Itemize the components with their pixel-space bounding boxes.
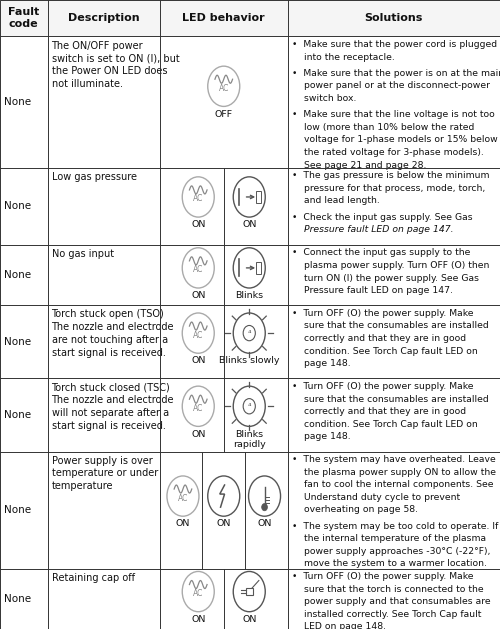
Text: ON: ON — [191, 357, 206, 365]
Text: the plasma power supply ON to allow the: the plasma power supply ON to allow the — [292, 468, 496, 477]
Text: Fault
code: Fault code — [8, 8, 40, 29]
Text: None: None — [4, 201, 31, 211]
Text: AC: AC — [218, 84, 229, 93]
Text: low (more than 10% below the rated: low (more than 10% below the rated — [292, 123, 474, 132]
Bar — [256, 262, 261, 274]
Text: condition. See Torch Cap fault LED on: condition. See Torch Cap fault LED on — [292, 420, 477, 429]
Text: ON: ON — [242, 220, 256, 229]
Text: None: None — [4, 410, 31, 420]
Text: Low gas pressure: Low gas pressure — [52, 172, 136, 182]
Text: None: None — [4, 97, 31, 107]
Text: ON: ON — [258, 520, 272, 528]
Text: AC: AC — [178, 494, 188, 503]
Text: •  The gas pressure is below the minimum: • The gas pressure is below the minimum — [292, 171, 489, 180]
Text: ON: ON — [191, 291, 206, 300]
Text: Retaining cap off: Retaining cap off — [52, 572, 134, 582]
Text: into the receptacle.: into the receptacle. — [292, 53, 394, 62]
Text: fan to cool the internal components. See: fan to cool the internal components. See — [292, 481, 493, 489]
Text: •  The system may have overheated. Leave: • The system may have overheated. Leave — [292, 455, 495, 464]
Text: page 148.: page 148. — [292, 359, 350, 368]
Text: Power supply is over
temperature or under
temperature: Power supply is over temperature or unde… — [52, 455, 158, 491]
Text: •  Check the input gas supply. See Gas: • Check the input gas supply. See Gas — [292, 213, 472, 221]
Text: •  Make sure that the line voltage is not too: • Make sure that the line voltage is not… — [292, 110, 494, 120]
Text: •  Make sure that the power is on at the main: • Make sure that the power is on at the … — [292, 69, 500, 78]
Text: power supply and that consumables are: power supply and that consumables are — [292, 598, 490, 606]
Text: Blinks
rapidly: Blinks rapidly — [233, 430, 266, 449]
Text: and lead length.: and lead length. — [292, 196, 380, 205]
Text: ON: ON — [242, 615, 256, 624]
Text: switch box.: switch box. — [292, 94, 356, 103]
Text: LED behavior: LED behavior — [182, 13, 265, 23]
Text: power panel or at the disconnect-power: power panel or at the disconnect-power — [292, 82, 490, 91]
Text: None: None — [4, 594, 31, 604]
Text: AC: AC — [193, 589, 203, 598]
Bar — [256, 191, 261, 203]
Text: No gas input: No gas input — [52, 249, 114, 259]
Text: Torch stuck open (TSO)
The nozzle and electrode
are not touching after a
start s: Torch stuck open (TSO) The nozzle and el… — [52, 309, 174, 358]
Text: •  Turn OFF (O) the power supply. Make: • Turn OFF (O) the power supply. Make — [292, 382, 473, 391]
Text: ON: ON — [216, 520, 231, 528]
Text: ⁴: ⁴ — [248, 328, 251, 338]
Text: plasma power supply. Turn OFF (O) then: plasma power supply. Turn OFF (O) then — [292, 261, 489, 270]
Text: Solutions: Solutions — [364, 13, 423, 23]
Text: correctly and that they are in good: correctly and that they are in good — [292, 334, 466, 343]
Text: power supply approaches -30°C (-22°F),: power supply approaches -30°C (-22°F), — [292, 547, 490, 556]
Text: •  Turn OFF (O) the power supply. Make: • Turn OFF (O) the power supply. Make — [292, 572, 473, 581]
Text: the internal temperature of the plasma: the internal temperature of the plasma — [292, 534, 486, 543]
Text: page 148.: page 148. — [292, 432, 350, 441]
Text: sure that the torch is connected to the: sure that the torch is connected to the — [292, 585, 483, 594]
Text: The ON/OFF power
switch is set to ON (I), but
the Power ON LED does
not illumina: The ON/OFF power switch is set to ON (I)… — [52, 40, 179, 89]
Text: installed correctly. See Torch Cap fault: installed correctly. See Torch Cap fault — [292, 610, 481, 619]
Text: None: None — [4, 270, 31, 280]
Text: •  The system may be too cold to operate. If: • The system may be too cold to operate.… — [292, 521, 498, 531]
Text: pressure for that process, mode, torch,: pressure for that process, mode, torch, — [292, 184, 485, 192]
Text: AC: AC — [193, 194, 203, 203]
Text: correctly and that they are in good: correctly and that they are in good — [292, 407, 466, 416]
Text: None: None — [4, 337, 31, 347]
Text: move the system to a warmer location.: move the system to a warmer location. — [292, 559, 486, 569]
Text: Understand duty cycle to prevent: Understand duty cycle to prevent — [292, 493, 460, 502]
Text: •  Turn OFF (O) the power supply. Make: • Turn OFF (O) the power supply. Make — [292, 309, 473, 318]
Text: See page 21 and page 28.: See page 21 and page 28. — [292, 160, 426, 170]
Text: voltage for 1-phase models or 15% below: voltage for 1-phase models or 15% below — [292, 135, 497, 145]
Bar — [0, 0, 500, 36]
Text: AC: AC — [193, 404, 203, 413]
Bar — [246, 588, 253, 595]
Text: Blinks slowly: Blinks slowly — [219, 357, 280, 365]
Text: ⁴: ⁴ — [248, 402, 251, 411]
Text: Description: Description — [68, 13, 140, 23]
Text: turn ON (I) the power supply. See Gas: turn ON (I) the power supply. See Gas — [292, 274, 478, 282]
Text: sure that the consumables are installed: sure that the consumables are installed — [292, 394, 488, 404]
Text: the rated voltage for 3-phase models).: the rated voltage for 3-phase models). — [292, 148, 483, 157]
Text: overheating on page 58.: overheating on page 58. — [292, 505, 418, 515]
Text: Pressure fault LED on page 147.: Pressure fault LED on page 147. — [292, 286, 452, 295]
Text: •  Connect the input gas supply to the: • Connect the input gas supply to the — [292, 248, 470, 257]
Text: •  Make sure that the power cord is plugged: • Make sure that the power cord is plugg… — [292, 40, 496, 49]
Text: None: None — [4, 505, 31, 515]
Text: ON: ON — [176, 520, 190, 528]
Text: AC: AC — [193, 331, 203, 340]
Text: condition. See Torch Cap fault LED on: condition. See Torch Cap fault LED on — [292, 347, 477, 355]
Text: LED on page 148.: LED on page 148. — [292, 623, 386, 629]
Text: Blinks: Blinks — [235, 291, 264, 300]
Circle shape — [262, 504, 268, 511]
Text: ON: ON — [191, 220, 206, 229]
Text: Torch stuck closed (TSC)
The nozzle and electrode
will not separate after a
star: Torch stuck closed (TSC) The nozzle and … — [52, 382, 174, 431]
Text: Pressure fault LED on page 147.: Pressure fault LED on page 147. — [292, 225, 453, 234]
Text: AC: AC — [193, 265, 203, 274]
Text: OFF: OFF — [214, 109, 233, 118]
Text: sure that the consumables are installed: sure that the consumables are installed — [292, 321, 488, 330]
Text: ON: ON — [191, 430, 206, 438]
Text: ON: ON — [191, 615, 206, 624]
